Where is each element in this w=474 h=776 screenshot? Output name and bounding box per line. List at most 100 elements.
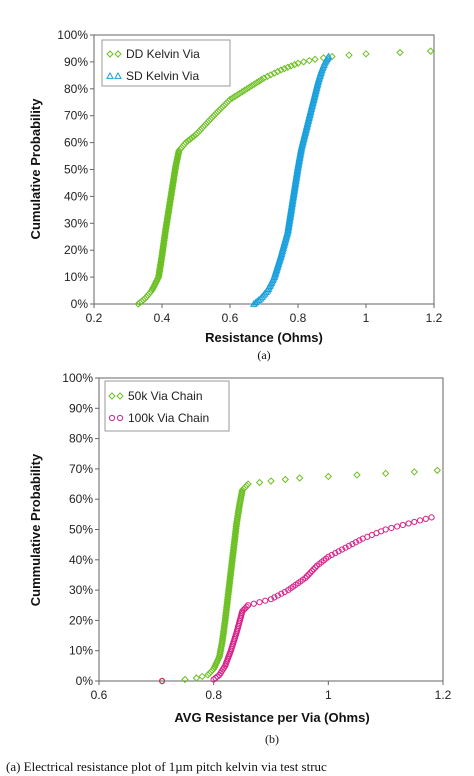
data-point bbox=[325, 553, 332, 560]
data-point bbox=[273, 67, 282, 76]
data-point bbox=[335, 548, 342, 555]
legend-marker bbox=[114, 50, 122, 58]
b-y-tick-label: 30% bbox=[69, 583, 93, 597]
b-y-tick-label: 50% bbox=[69, 523, 93, 537]
b-x-tick-label: 0.8 bbox=[205, 688, 222, 702]
chart-a-y-axis-label: Cumulative Probability bbox=[28, 98, 43, 240]
data-point bbox=[242, 481, 251, 490]
b-y-tick-label: 100% bbox=[62, 371, 93, 385]
data-point bbox=[250, 600, 257, 607]
data-point bbox=[305, 56, 314, 65]
data-point bbox=[399, 521, 406, 529]
a-y-tick-label: 80% bbox=[64, 82, 88, 96]
data-point bbox=[248, 82, 256, 90]
data-point bbox=[158, 677, 166, 685]
chart-a-caption: (a) bbox=[257, 348, 270, 362]
data-point bbox=[426, 47, 435, 55]
data-point bbox=[405, 520, 412, 527]
b-y-tick-label: 60% bbox=[69, 492, 93, 506]
data-point bbox=[307, 569, 314, 576]
a-x-tick-label: 0.6 bbox=[222, 311, 239, 325]
data-point bbox=[356, 537, 363, 544]
data-point bbox=[263, 72, 272, 81]
data-point bbox=[319, 54, 328, 62]
legend-marker bbox=[106, 50, 114, 58]
data-point bbox=[181, 675, 189, 684]
data-point bbox=[290, 60, 299, 69]
data-point bbox=[416, 517, 424, 524]
a-y-tick-label: 0% bbox=[71, 297, 89, 311]
b-y-tick-label: 70% bbox=[69, 462, 93, 476]
data-point bbox=[243, 85, 251, 93]
data-point bbox=[328, 551, 335, 559]
data-point bbox=[244, 480, 252, 488]
data-point bbox=[324, 472, 333, 481]
legend-entry-label: SD Kelvin Via bbox=[126, 69, 199, 83]
a-y-tick-label: 70% bbox=[64, 109, 88, 123]
data-point bbox=[324, 52, 333, 60]
data-point bbox=[302, 574, 309, 582]
b-y-tick-label: 80% bbox=[69, 432, 93, 446]
data-point bbox=[238, 88, 246, 96]
a-x-tick-label: 0.4 bbox=[154, 311, 171, 325]
data-point bbox=[308, 567, 316, 575]
data-point bbox=[332, 550, 339, 557]
a-x-tick-label: 0.2 bbox=[86, 311, 103, 325]
data-point bbox=[305, 571, 312, 578]
a-y-tick-label: 10% bbox=[64, 270, 88, 284]
data-point bbox=[146, 288, 155, 296]
data-point bbox=[267, 71, 275, 79]
b-y-tick-label: 0% bbox=[76, 674, 94, 688]
chart-b-caption: (b) bbox=[265, 732, 279, 746]
data-point bbox=[243, 603, 250, 610]
chart-a-legend-box bbox=[101, 39, 231, 87]
data-point bbox=[410, 468, 419, 476]
data-point bbox=[267, 477, 275, 485]
data-point bbox=[381, 469, 390, 478]
data-point bbox=[287, 62, 295, 70]
chart-a-x-axis-label: Resistance (Ohms) bbox=[205, 330, 323, 345]
data-point bbox=[262, 597, 269, 604]
data-point bbox=[184, 137, 192, 145]
data-point bbox=[198, 672, 206, 681]
data-point bbox=[295, 474, 304, 482]
data-point bbox=[236, 89, 244, 98]
a-y-tick-label: 100% bbox=[57, 28, 88, 42]
data-point bbox=[182, 138, 190, 147]
legend-marker bbox=[116, 414, 124, 422]
data-point bbox=[224, 97, 233, 105]
data-point bbox=[388, 524, 395, 532]
data-point bbox=[270, 69, 278, 77]
b-y-tick-label: 40% bbox=[69, 553, 93, 567]
data-point bbox=[428, 514, 435, 521]
data-point bbox=[303, 573, 311, 580]
data-point bbox=[433, 466, 441, 475]
legend-marker bbox=[108, 392, 116, 400]
data-point bbox=[226, 95, 234, 104]
data-point bbox=[345, 542, 353, 549]
chart-a: 0% 10% 20% 30% 40% 50% 60% 70% 80% 90% 100% 0.2 0.4 0… bbox=[28, 28, 443, 362]
a-series-2 bbox=[249, 52, 333, 307]
data-point bbox=[284, 63, 292, 71]
data-point bbox=[278, 590, 285, 597]
data-point bbox=[231, 92, 239, 101]
b-x-tick-label: 0.6 bbox=[91, 688, 108, 702]
b-series-2 bbox=[158, 514, 435, 685]
data-point bbox=[271, 594, 278, 601]
legend-marker bbox=[106, 71, 114, 79]
data-point bbox=[233, 91, 241, 99]
data-point bbox=[280, 64, 289, 73]
data-point bbox=[250, 80, 258, 88]
data-point bbox=[281, 475, 290, 484]
b-y-tick-label: 10% bbox=[69, 644, 93, 658]
a-series-1 bbox=[134, 47, 435, 308]
legend-entry-label: 100k Via Chain bbox=[128, 411, 209, 425]
data-point bbox=[396, 48, 404, 57]
data-point bbox=[188, 134, 196, 142]
a-x-tick-label: 1 bbox=[363, 311, 370, 325]
data-point bbox=[342, 544, 349, 551]
data-point bbox=[245, 83, 254, 91]
data-point bbox=[422, 515, 429, 522]
legend-marker bbox=[114, 71, 122, 79]
